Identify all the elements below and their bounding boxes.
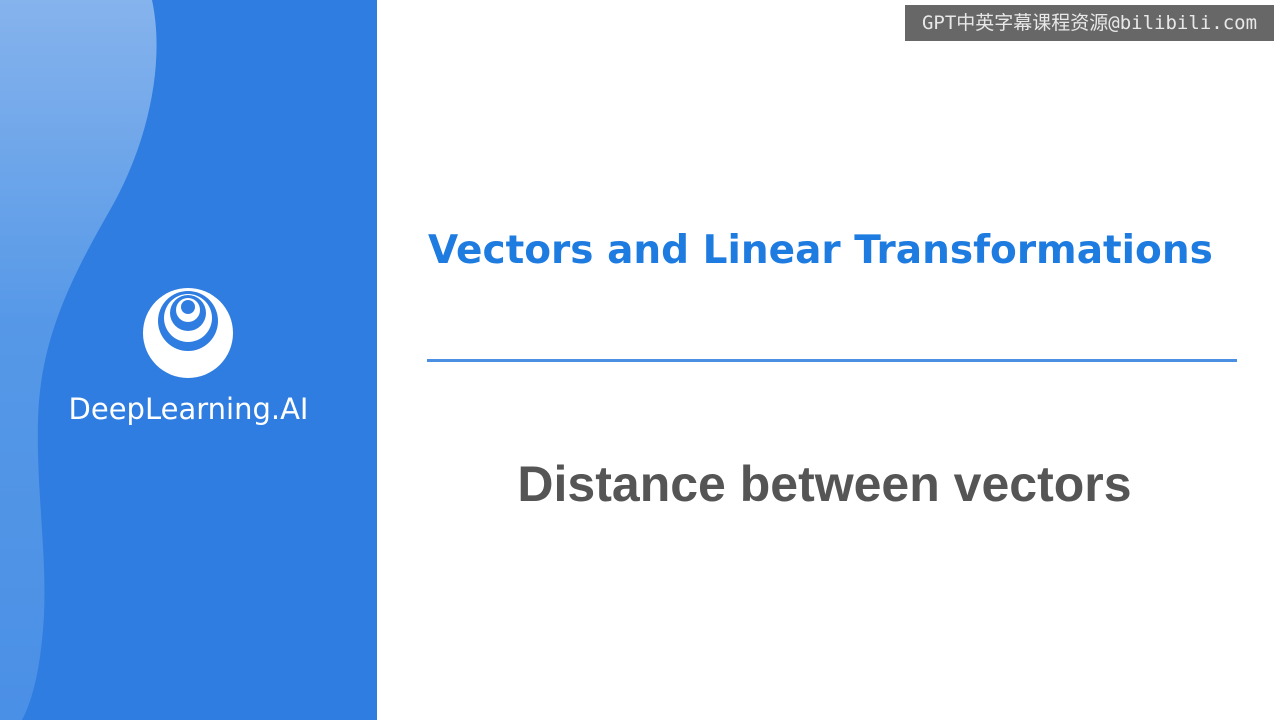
- brand-panel: DeepLearning.AI: [0, 0, 377, 720]
- deeplearning-ai-logo-icon: [143, 288, 233, 378]
- wave-decoration: [0, 0, 157, 720]
- title-divider: [427, 359, 1237, 362]
- course-title: Vectors and Linear Transformations: [428, 228, 1213, 273]
- watermark-label: GPT中英字幕课程资源@bilibili.com: [905, 5, 1274, 41]
- brand-name: DeepLearning.AI: [68, 392, 309, 426]
- lesson-title: Distance between vectors: [517, 456, 1132, 512]
